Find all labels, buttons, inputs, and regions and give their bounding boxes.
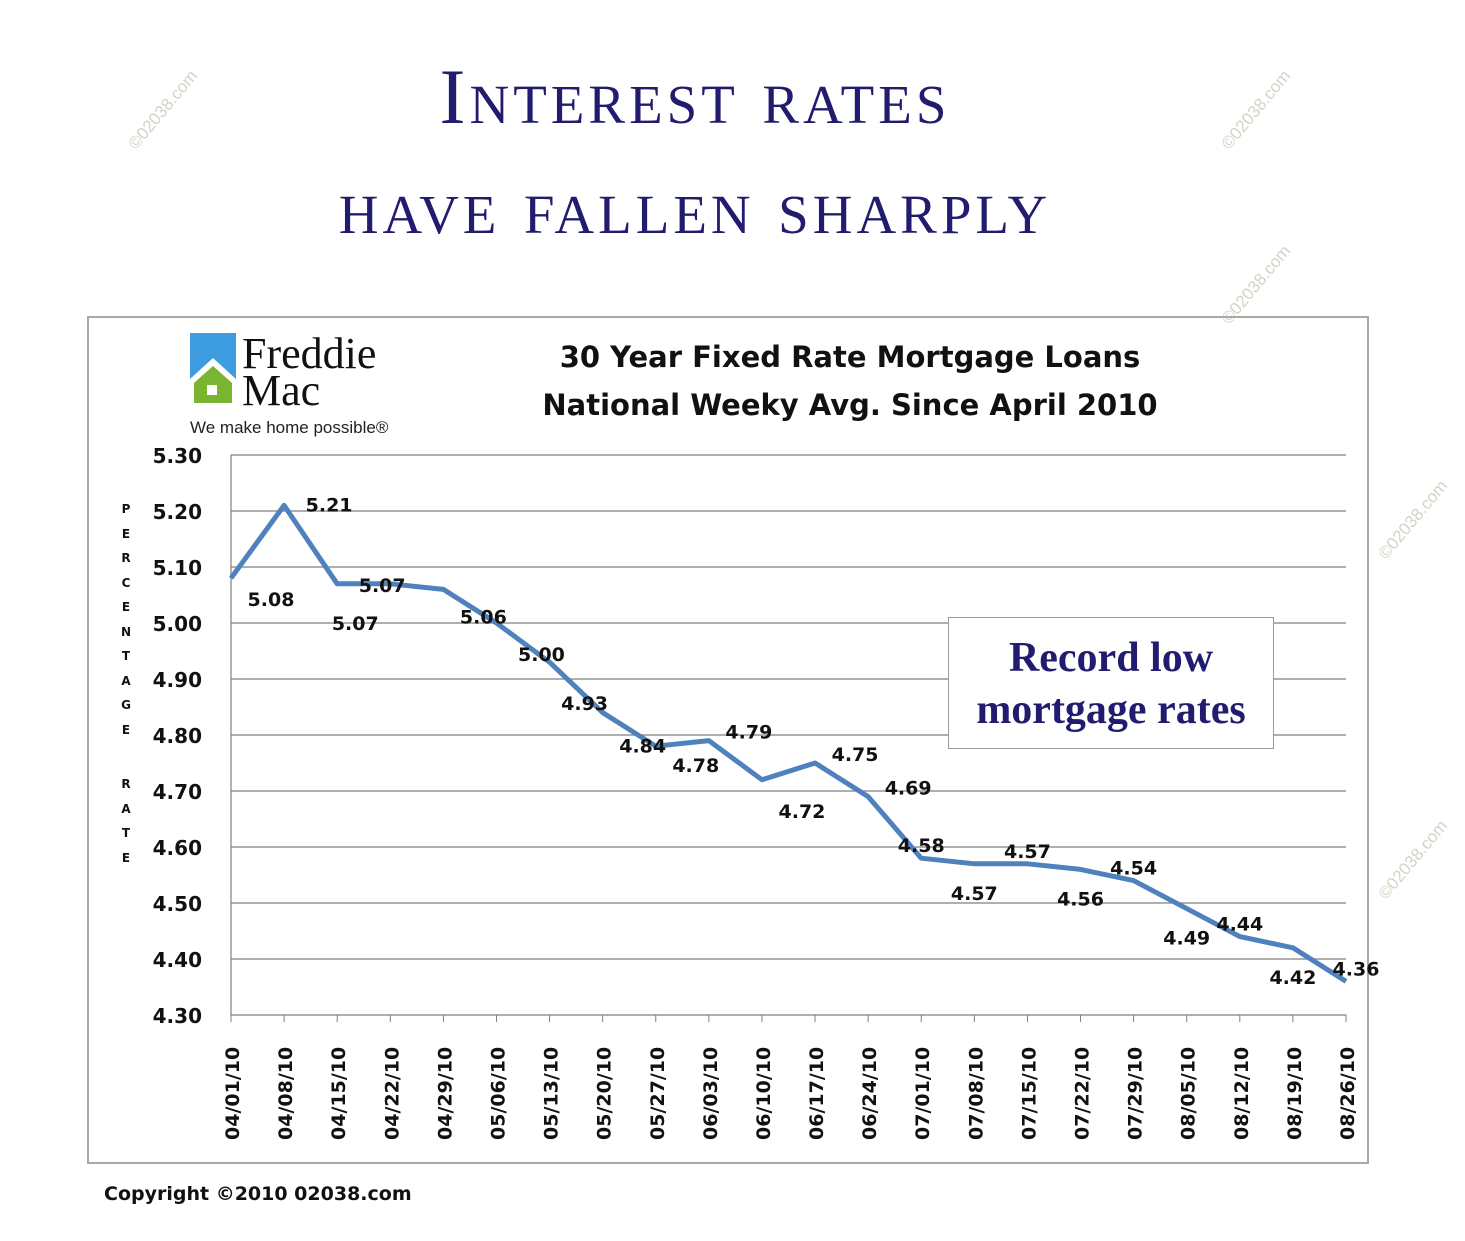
logo-word-mac: Mac xyxy=(242,366,321,415)
y-axis-label-char: E xyxy=(121,600,131,614)
y-axis-label-char: E xyxy=(121,850,131,865)
data-label: 4.58 xyxy=(898,835,945,857)
x-tick-label: 06/17/10 xyxy=(806,1047,828,1140)
x-tick-label: 05/13/10 xyxy=(541,1047,563,1140)
y-tick-label: 5.10 xyxy=(153,556,202,580)
y-axis-label-char: R xyxy=(121,551,131,565)
y-tick-label: 4.90 xyxy=(153,668,202,692)
y-axis-label-char: N xyxy=(120,624,132,639)
x-tick-label: 04/01/10 xyxy=(222,1047,244,1140)
house-icon xyxy=(190,333,236,403)
y-tick-label: 5.20 xyxy=(153,500,202,524)
data-label: 4.44 xyxy=(1216,914,1263,936)
y-axis-label-char: E xyxy=(121,722,131,737)
data-label: 4.56 xyxy=(1057,888,1104,910)
y-tick-label: 4.70 xyxy=(153,780,202,804)
callout-line-2: mortgage rates xyxy=(976,687,1246,733)
x-tick-label: 04/08/10 xyxy=(275,1047,297,1140)
data-label: 4.75 xyxy=(832,744,879,766)
headline-line-1: Interest rates xyxy=(439,53,951,140)
x-tick-label: 08/26/10 xyxy=(1337,1047,1359,1140)
data-label: 4.54 xyxy=(1110,858,1157,880)
x-tick-label: 06/10/10 xyxy=(753,1047,775,1140)
data-label: 5.08 xyxy=(248,589,295,611)
data-label: 4.42 xyxy=(1269,967,1316,989)
x-tick-label: 07/15/10 xyxy=(1018,1047,1040,1140)
y-axis-label-char: P xyxy=(121,502,131,516)
x-tick-label: 08/05/10 xyxy=(1178,1047,1200,1140)
x-tick-label: 05/06/10 xyxy=(487,1047,509,1140)
chart-subtitle: National Weeky Avg. Since April 2010 xyxy=(542,388,1158,422)
logo-word-freddie: Freddie xyxy=(242,329,377,378)
data-label: 4.79 xyxy=(725,722,772,744)
chart-title: 30 Year Fixed Rate Mortgage Loans xyxy=(559,340,1141,374)
headline-line-2: have fallen sharply xyxy=(338,163,1052,250)
y-axis-label-char: C xyxy=(121,575,131,590)
y-axis-label-char: E xyxy=(121,526,131,541)
x-tick-label: 08/19/10 xyxy=(1284,1047,1306,1140)
x-tick-label: 04/29/10 xyxy=(434,1047,456,1140)
data-label: 4.36 xyxy=(1333,958,1380,980)
y-tick-label: 4.80 xyxy=(153,724,202,748)
x-tick-label: 08/12/10 xyxy=(1231,1047,1253,1140)
data-label: 4.78 xyxy=(672,755,719,777)
y-axis-label-char: A xyxy=(121,801,131,816)
x-tick-label: 06/24/10 xyxy=(859,1047,881,1140)
data-label: 5.06 xyxy=(460,606,507,628)
y-tick-label: 4.30 xyxy=(153,1004,202,1028)
x-tick-label: 07/08/10 xyxy=(965,1047,987,1140)
y-tick-label: 5.30 xyxy=(153,444,202,468)
y-tick-label: 4.60 xyxy=(153,836,202,860)
x-tick-label: 04/22/10 xyxy=(381,1047,403,1140)
y-axis-label-char: R xyxy=(121,777,131,791)
y-tick-label: 5.00 xyxy=(153,612,202,636)
chart-frame xyxy=(87,316,1369,1164)
y-axis-label-char: T xyxy=(121,826,131,840)
data-label: 4.57 xyxy=(951,883,998,905)
data-label: 5.21 xyxy=(306,494,353,516)
series-line xyxy=(228,502,1348,984)
y-axis-label-char: A xyxy=(121,673,131,688)
freddie-mac-logo xyxy=(190,333,238,410)
logo-tagline: We make home possible® xyxy=(190,418,389,437)
data-label: 5.07 xyxy=(332,613,379,635)
x-tick-label: 05/27/10 xyxy=(647,1047,669,1140)
record-low-callout: Record low mortgage rates xyxy=(948,617,1274,749)
y-tick-label: 4.40 xyxy=(153,948,202,972)
data-label: 5.07 xyxy=(359,575,406,597)
data-label: 4.93 xyxy=(561,693,608,715)
x-tick-label: 06/03/10 xyxy=(700,1047,722,1140)
y-axis-label-char: T xyxy=(121,649,131,663)
y-axis-label-char: G xyxy=(121,698,131,712)
data-label: 5.00 xyxy=(518,644,565,666)
data-label: 4.57 xyxy=(1004,841,1051,863)
x-tick-label: 07/22/10 xyxy=(1072,1047,1094,1140)
x-tick-label: 04/15/10 xyxy=(328,1047,350,1140)
data-label: 4.69 xyxy=(885,778,932,800)
x-tick-label: 05/20/10 xyxy=(594,1047,616,1140)
copyright: Copyright ©2010 02038.com xyxy=(104,1183,412,1205)
data-label: 4.72 xyxy=(779,801,826,823)
x-tick-label: 07/29/10 xyxy=(1125,1047,1147,1140)
x-tick-label: 07/01/10 xyxy=(912,1047,934,1140)
y-tick-label: 4.50 xyxy=(153,892,202,916)
data-label: 4.84 xyxy=(619,736,666,758)
callout-line-1: Record low xyxy=(1008,635,1214,681)
data-label: 4.49 xyxy=(1163,928,1210,950)
